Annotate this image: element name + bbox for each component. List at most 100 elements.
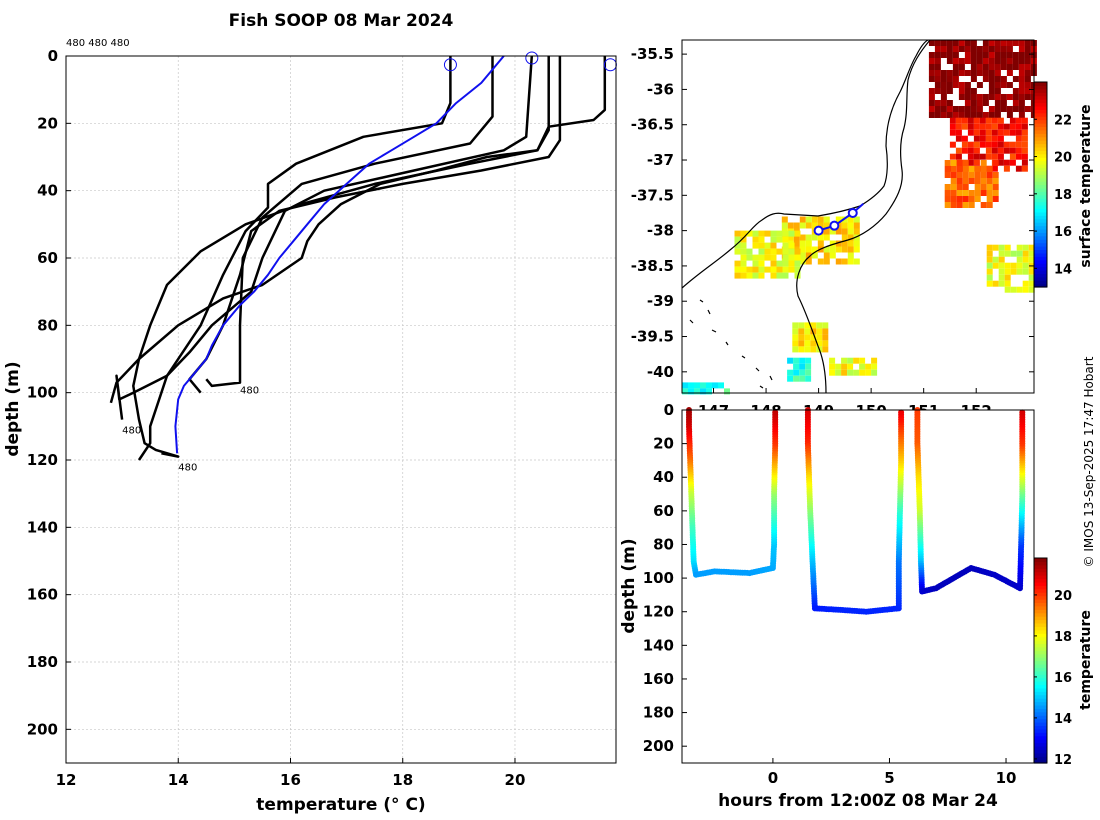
sst-cell	[940, 106, 947, 112]
profile-x-tick-label: 14	[168, 771, 189, 789]
sst-cell	[758, 254, 765, 261]
sst-cell	[997, 123, 1004, 130]
sst-cell	[853, 246, 860, 253]
sst-cell	[764, 242, 771, 249]
map-y-tick-label: -39	[647, 292, 674, 310]
temp-colorbar-tick-label: 18	[1054, 630, 1072, 645]
sst-cell	[805, 375, 812, 382]
sst-cell	[1000, 106, 1007, 112]
sst-cell	[986, 250, 993, 257]
sst-cell	[758, 266, 765, 273]
sst-cell	[781, 222, 788, 229]
sst-cell	[986, 190, 993, 196]
sst-cell	[982, 112, 989, 118]
sst-cell	[1006, 82, 1013, 88]
bottom-depth-label: 480	[240, 385, 259, 396]
sst-cell	[734, 230, 741, 237]
sst-cell	[871, 363, 878, 370]
sst-cell	[946, 106, 953, 112]
surface-marker	[525, 51, 539, 65]
sst-cell	[817, 216, 824, 223]
temp-colorbar-segment	[1034, 561, 1047, 566]
sst-cell	[853, 369, 860, 376]
temp-colorbar-tick-label: 20	[1054, 589, 1072, 604]
sst-cell	[980, 202, 987, 208]
sst-cell	[934, 88, 941, 94]
sst-cell	[992, 172, 999, 178]
sst-cell	[956, 172, 963, 178]
sst-cell	[782, 230, 789, 237]
sst-colorbar-tick-label: 16	[1054, 225, 1072, 240]
sst-cell	[1006, 112, 1013, 118]
sst-cell	[997, 117, 1004, 124]
temp-colorbar-tick-label: 14	[1054, 712, 1072, 727]
sst-cell	[1024, 88, 1031, 94]
sst-cell	[822, 328, 829, 335]
sst-cell	[822, 346, 829, 353]
sst-cell	[962, 160, 969, 166]
sst-cell	[1024, 94, 1031, 100]
sst-cell	[997, 129, 1004, 136]
sst-cell	[798, 328, 805, 335]
sst-colorbar-segment	[1034, 201, 1047, 206]
sst-cell	[788, 266, 795, 273]
sst-cell	[970, 52, 977, 58]
sst-cell	[934, 52, 941, 58]
sst-cell	[794, 254, 801, 261]
sst-cell	[955, 147, 962, 154]
sst-cell	[974, 184, 981, 190]
sst-cell	[979, 135, 986, 142]
temp-colorbar-segment	[1034, 599, 1047, 604]
sst-cell	[1009, 147, 1016, 154]
temp-colorbar-segment	[1034, 657, 1047, 662]
sst-colorbar-segment	[1034, 116, 1047, 121]
sst-cell	[986, 166, 993, 172]
sst-cell	[940, 70, 947, 76]
sst-cell	[752, 236, 759, 243]
sst-cell	[853, 240, 860, 247]
sst-cell	[1016, 250, 1023, 257]
sst-cell	[982, 58, 989, 64]
sst-cell	[955, 123, 962, 130]
sst-cell	[822, 340, 829, 347]
sst-cell	[799, 252, 806, 259]
sst-cell	[973, 117, 980, 124]
sst-cell	[992, 256, 999, 263]
sst-cell	[752, 266, 759, 273]
sst-cell	[782, 248, 789, 255]
time-depth-plot-area	[682, 410, 1034, 763]
sst-cell	[817, 222, 824, 229]
sst-cell	[946, 100, 953, 106]
sst-cell	[946, 88, 953, 94]
sst-cell	[694, 388, 700, 395]
temp-colorbar-segment	[1034, 581, 1047, 586]
sst-cell	[1024, 64, 1031, 70]
sst-cell	[976, 64, 983, 70]
sst-cell	[823, 258, 830, 265]
temp-colorbar-segment	[1034, 568, 1047, 573]
time-depth-x-tick-label: 5	[884, 769, 894, 787]
profile-x-label: temperature (° C)	[256, 795, 425, 815]
sst-cell	[1009, 141, 1016, 148]
sst-cell	[958, 40, 965, 46]
sst-cell	[776, 236, 783, 243]
sst-cell	[955, 129, 962, 136]
sst-cell	[958, 94, 965, 100]
sst-cell	[961, 141, 968, 148]
sst-cell	[1012, 64, 1019, 70]
sst-cell	[782, 242, 789, 249]
time-depth-x-tick-label: 0	[768, 769, 778, 787]
sst-cell	[1018, 70, 1025, 76]
sst-colorbar-segment	[1034, 232, 1047, 237]
sst-cell	[1021, 117, 1028, 124]
sst-cell	[734, 248, 741, 255]
temp-colorbar-segment	[1034, 640, 1047, 645]
temp-colorbar-segment	[1034, 701, 1047, 706]
sst-cell	[1006, 64, 1013, 70]
sst-colorbar-segment	[1034, 119, 1047, 124]
sst-cell	[980, 184, 987, 190]
sst-colorbar-segment	[1034, 205, 1047, 210]
profile-y-tick-label: 120	[27, 451, 58, 469]
sst-cell	[847, 234, 854, 241]
